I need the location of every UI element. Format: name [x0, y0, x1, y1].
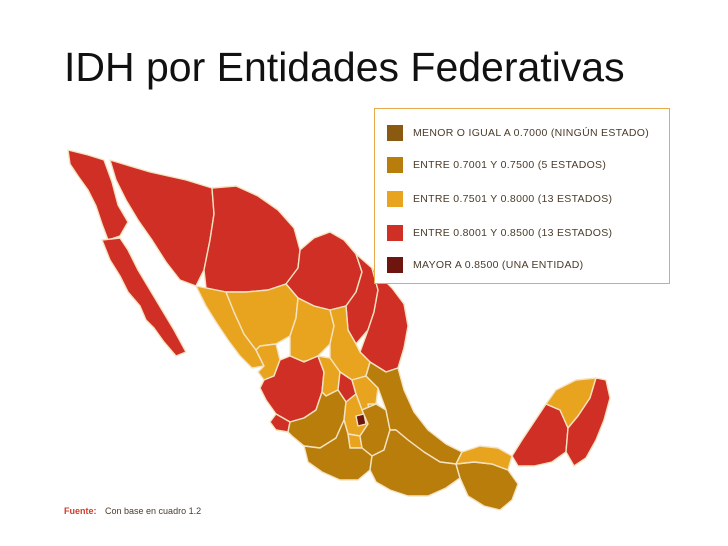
state-distrito-federal	[355, 413, 367, 427]
legend-swatch	[387, 225, 403, 241]
legend-item: ENTRE 0.7501 Y 0.8000 (13 ESTADOS)	[387, 189, 612, 209]
state-tabasco	[455, 445, 513, 471]
legend-swatch	[387, 191, 403, 207]
legend-label: MAYOR A 0.8500 (UNA ENTIDAD)	[413, 259, 584, 271]
legend-swatch	[387, 157, 403, 173]
state-baja-california-sur	[101, 237, 187, 357]
source-text: Con base en cuadro 1.2	[105, 506, 202, 516]
state-guerrero	[303, 419, 373, 481]
state-colima	[269, 413, 291, 433]
state-campeche	[511, 403, 569, 467]
legend-label: ENTRE 0.8001 Y 0.8500 (13 ESTADOS)	[413, 227, 613, 239]
source-label: Fuente:	[64, 506, 97, 516]
legend-label: ENTRE 0.7501 Y 0.8000 (13 ESTADOS)	[413, 193, 613, 205]
source-note: Fuente: Con base en cuadro 1.2	[64, 506, 201, 516]
legend-item: MAYOR A 0.8500 (UNA ENTIDAD)	[387, 255, 583, 275]
legend-item: ENTRE 0.8001 Y 0.8500 (13 ESTADOS)	[387, 223, 612, 243]
state-chihuahua	[203, 185, 301, 293]
legend-label: ENTRE 0.7001 Y 0.7500 (5 ESTADOS)	[413, 159, 607, 171]
legend-item: ENTRE 0.7001 Y 0.7500 (5 ESTADOS)	[387, 155, 606, 175]
slide-title: IDH por Entidades Federativas	[64, 44, 625, 90]
map-legend: MENOR O IGUAL A 0.7000 (NINGÚN ESTADO) E…	[374, 108, 670, 284]
legend-item: MENOR O IGUAL A 0.7000 (NINGÚN ESTADO)	[387, 123, 649, 143]
state-quintana-roo	[565, 377, 611, 467]
legend-swatch	[387, 125, 403, 141]
legend-swatch	[387, 257, 403, 273]
legend-label: MENOR O IGUAL A 0.7000 (NINGÚN ESTADO)	[413, 127, 650, 139]
